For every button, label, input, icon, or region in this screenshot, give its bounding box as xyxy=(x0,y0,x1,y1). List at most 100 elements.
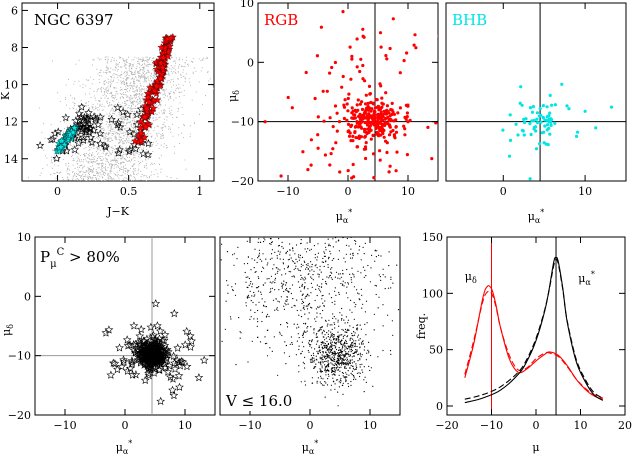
v16-point xyxy=(263,237,265,239)
field-point xyxy=(89,185,90,186)
field-point xyxy=(119,174,121,177)
field-point xyxy=(158,163,160,165)
rgb-star xyxy=(157,43,166,51)
field-point xyxy=(97,73,99,75)
field-point xyxy=(91,158,93,160)
field-point xyxy=(87,161,89,163)
field-point xyxy=(125,100,128,102)
annotation-rest: > 80% xyxy=(64,248,119,266)
field-point xyxy=(105,87,107,89)
field-point xyxy=(100,69,102,71)
v16-point xyxy=(277,270,279,272)
field-point xyxy=(96,141,98,143)
v16-point xyxy=(266,315,268,317)
v16-point xyxy=(311,357,313,359)
field-point xyxy=(102,165,104,167)
field-point xyxy=(130,160,133,162)
v16-point xyxy=(331,348,334,350)
v16-point xyxy=(316,256,318,258)
member-star xyxy=(182,362,192,371)
field-point xyxy=(142,92,144,95)
field-point xyxy=(150,155,152,157)
field-point xyxy=(110,110,112,112)
rgb-point xyxy=(380,129,384,133)
other-star xyxy=(71,116,80,125)
field-point xyxy=(124,116,126,118)
field-point xyxy=(151,171,153,173)
field-point xyxy=(146,59,148,61)
field-point xyxy=(77,166,79,168)
v16-point xyxy=(333,364,335,366)
field-point xyxy=(193,121,195,123)
field-point xyxy=(122,102,124,104)
rgb-point xyxy=(322,119,326,123)
v16-point xyxy=(324,355,326,357)
field-point xyxy=(153,56,155,59)
rgb-point xyxy=(372,176,376,180)
v16-point xyxy=(343,285,345,287)
rgb-point xyxy=(367,130,371,134)
v16-point xyxy=(403,288,404,289)
field-point xyxy=(138,76,140,78)
v16-point xyxy=(347,383,349,385)
member-star xyxy=(152,356,162,365)
field-point xyxy=(131,120,133,122)
field-point xyxy=(213,88,214,90)
member-star xyxy=(135,331,145,340)
v16-point xyxy=(357,336,359,338)
field-point xyxy=(130,95,132,97)
field-point xyxy=(138,154,140,156)
v16-point xyxy=(379,276,381,278)
field-point xyxy=(160,171,162,173)
member-star xyxy=(115,343,124,352)
field-point xyxy=(179,57,181,59)
field-point xyxy=(96,153,98,155)
field-point xyxy=(117,108,120,110)
field-point xyxy=(145,180,147,181)
field-point xyxy=(125,146,127,148)
bhb-point xyxy=(545,105,549,109)
field-point xyxy=(108,137,110,139)
field-point xyxy=(104,185,105,186)
field-point xyxy=(141,73,143,75)
field-point xyxy=(131,64,133,66)
rgb-star xyxy=(146,83,155,92)
field-point xyxy=(66,104,68,106)
field-point xyxy=(122,143,124,145)
rgb-point xyxy=(392,133,396,137)
bhb-point xyxy=(532,125,536,129)
v16-point xyxy=(345,340,347,343)
field-point xyxy=(133,181,134,182)
v16-point xyxy=(334,351,336,353)
rgb-point xyxy=(347,134,352,138)
field-point xyxy=(170,105,172,108)
field-point xyxy=(121,80,124,83)
v16-point xyxy=(355,303,357,306)
field-point xyxy=(119,130,121,132)
v16-point xyxy=(325,347,327,349)
field-point xyxy=(134,94,136,96)
member-star xyxy=(139,336,149,345)
field-point xyxy=(91,83,93,85)
field-point xyxy=(107,127,109,129)
v16-point xyxy=(309,249,311,251)
field-point xyxy=(164,95,166,97)
v16-point xyxy=(320,227,321,228)
rgb-point xyxy=(387,133,392,137)
field-point xyxy=(144,165,146,167)
v16-point xyxy=(302,300,304,302)
field-point xyxy=(120,183,121,184)
field-point xyxy=(135,147,137,150)
rgb-star xyxy=(143,107,152,115)
v16-point xyxy=(268,194,269,195)
v16-point xyxy=(337,352,339,354)
v16-point xyxy=(250,269,252,271)
field-point xyxy=(113,100,115,102)
field-point xyxy=(82,178,84,180)
v16-point xyxy=(360,288,362,290)
field-point xyxy=(138,168,140,170)
v16-point xyxy=(251,258,253,260)
v16-point xyxy=(356,350,358,352)
field-point xyxy=(191,61,193,63)
